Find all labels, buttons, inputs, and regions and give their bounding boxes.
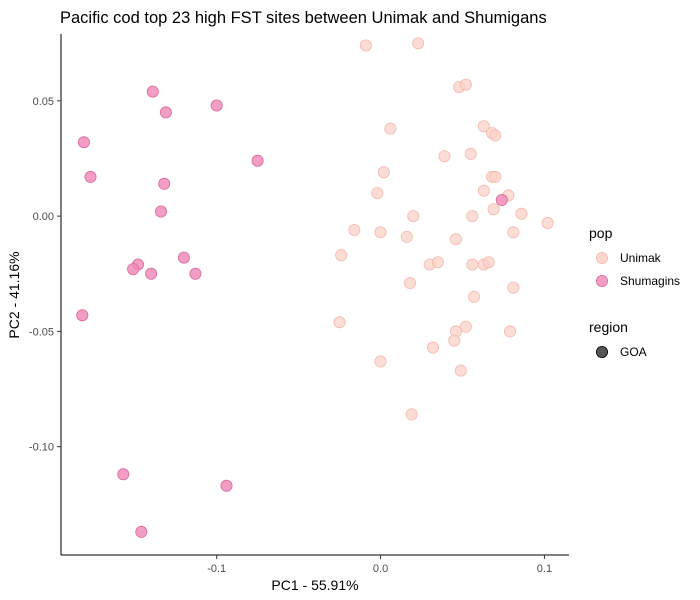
data-point-unimak-40 xyxy=(426,341,439,354)
data-point-unimak-1 xyxy=(412,37,425,50)
data-point-unimak-36 xyxy=(459,320,472,333)
legend-key-unimak xyxy=(596,251,609,264)
data-point-shumagins-12 xyxy=(145,267,158,280)
data-point-unimak-7 xyxy=(489,129,502,142)
data-point-unimak-19 xyxy=(466,210,479,223)
x-ticks: -0.1 0.0 0.1 xyxy=(207,555,552,575)
data-point-unimak-10 xyxy=(377,166,390,179)
data-point-shumagins-1 xyxy=(210,99,223,112)
data-point-unimak-21 xyxy=(348,223,361,236)
data-point-unimak-39 xyxy=(448,334,461,347)
legend-label-unimak: Unimak xyxy=(620,251,662,265)
data-point-unimak-38 xyxy=(503,325,516,338)
data-point-unimak-32 xyxy=(403,276,416,289)
data-point-unimak-14 xyxy=(371,187,384,200)
legend: pop Unimak Shumagins region GOA xyxy=(589,225,680,359)
data-point-shumagins-15 xyxy=(117,468,130,481)
data-point-unimak-5 xyxy=(477,120,490,133)
data-point-unimak-16 xyxy=(487,203,500,216)
data-point-shumagins-7 xyxy=(154,205,167,218)
data-point-unimak-12 xyxy=(489,170,502,183)
x-axis-title: PC1 - 55.91% xyxy=(271,577,358,593)
data-point-unimak-0 xyxy=(359,39,372,52)
data-point-shumagins-17 xyxy=(135,525,148,538)
chart-title: Pacific cod top 23 high FST sites betwee… xyxy=(60,9,547,27)
data-point-shumagins-2 xyxy=(159,106,172,119)
y-tick-label: -0.05 xyxy=(29,326,54,338)
data-point-unimak-42 xyxy=(454,364,467,377)
legend-label-shumagins: Shumagins xyxy=(620,274,680,288)
legend-title-region: region xyxy=(589,319,628,335)
data-point-shumagins-5 xyxy=(251,154,264,167)
data-point-unimak-20 xyxy=(541,216,554,229)
data-point-shumagins-16 xyxy=(220,479,233,492)
data-point-unimak-24 xyxy=(400,230,413,243)
data-point-unimak-43 xyxy=(405,408,418,421)
data-point-unimak-23 xyxy=(507,226,520,239)
data-point-unimak-3 xyxy=(459,78,472,91)
data-point-shumagins-13 xyxy=(189,267,202,280)
data-point-unimak-28 xyxy=(431,256,444,269)
data-point-shumagins-14 xyxy=(76,309,89,322)
data-point-shumagins-0 xyxy=(146,85,159,98)
y-tick-label: -0.10 xyxy=(29,442,54,454)
data-point-unimak-41 xyxy=(374,355,387,368)
data-point-unimak-4 xyxy=(384,122,397,135)
data-point-shumagins-6 xyxy=(158,177,171,190)
legend-title-pop: pop xyxy=(589,225,613,241)
data-point-unimak-22 xyxy=(374,226,387,239)
x-tick-label: -0.1 xyxy=(207,563,226,575)
y-axis-title: PC2 - 41.16% xyxy=(6,251,22,338)
y-ticks: 0.05 0.00 -0.05 -0.10 xyxy=(29,96,61,454)
y-tick-label: 0.00 xyxy=(33,211,54,223)
legend-key-shumagins xyxy=(596,274,609,287)
legend-key-goa xyxy=(596,345,609,358)
data-point-unimak-25 xyxy=(449,233,462,246)
data-point-unimak-26 xyxy=(335,249,348,262)
data-point-shumagins-3 xyxy=(77,136,90,149)
x-tick-label: 0.1 xyxy=(537,563,552,575)
data-point-unimak-9 xyxy=(464,147,477,160)
y-tick-label: 0.05 xyxy=(33,96,54,108)
points-layer xyxy=(76,37,554,538)
data-point-unimak-18 xyxy=(407,210,420,223)
legend-label-goa: GOA xyxy=(620,345,647,359)
data-point-unimak-33 xyxy=(507,281,520,294)
data-point-unimak-35 xyxy=(333,316,346,329)
data-point-unimak-31 xyxy=(482,256,495,269)
data-point-unimak-13 xyxy=(477,184,490,197)
data-point-shumagins-11 xyxy=(177,251,190,264)
data-point-shumagins-10 xyxy=(127,263,140,276)
data-point-shumagins-8 xyxy=(495,193,508,206)
data-point-unimak-8 xyxy=(438,150,451,163)
data-point-unimak-17 xyxy=(515,207,528,220)
x-tick-label: 0.0 xyxy=(373,563,388,575)
data-point-unimak-29 xyxy=(466,258,479,271)
data-point-unimak-34 xyxy=(467,290,480,303)
data-point-shumagins-4 xyxy=(84,170,97,183)
